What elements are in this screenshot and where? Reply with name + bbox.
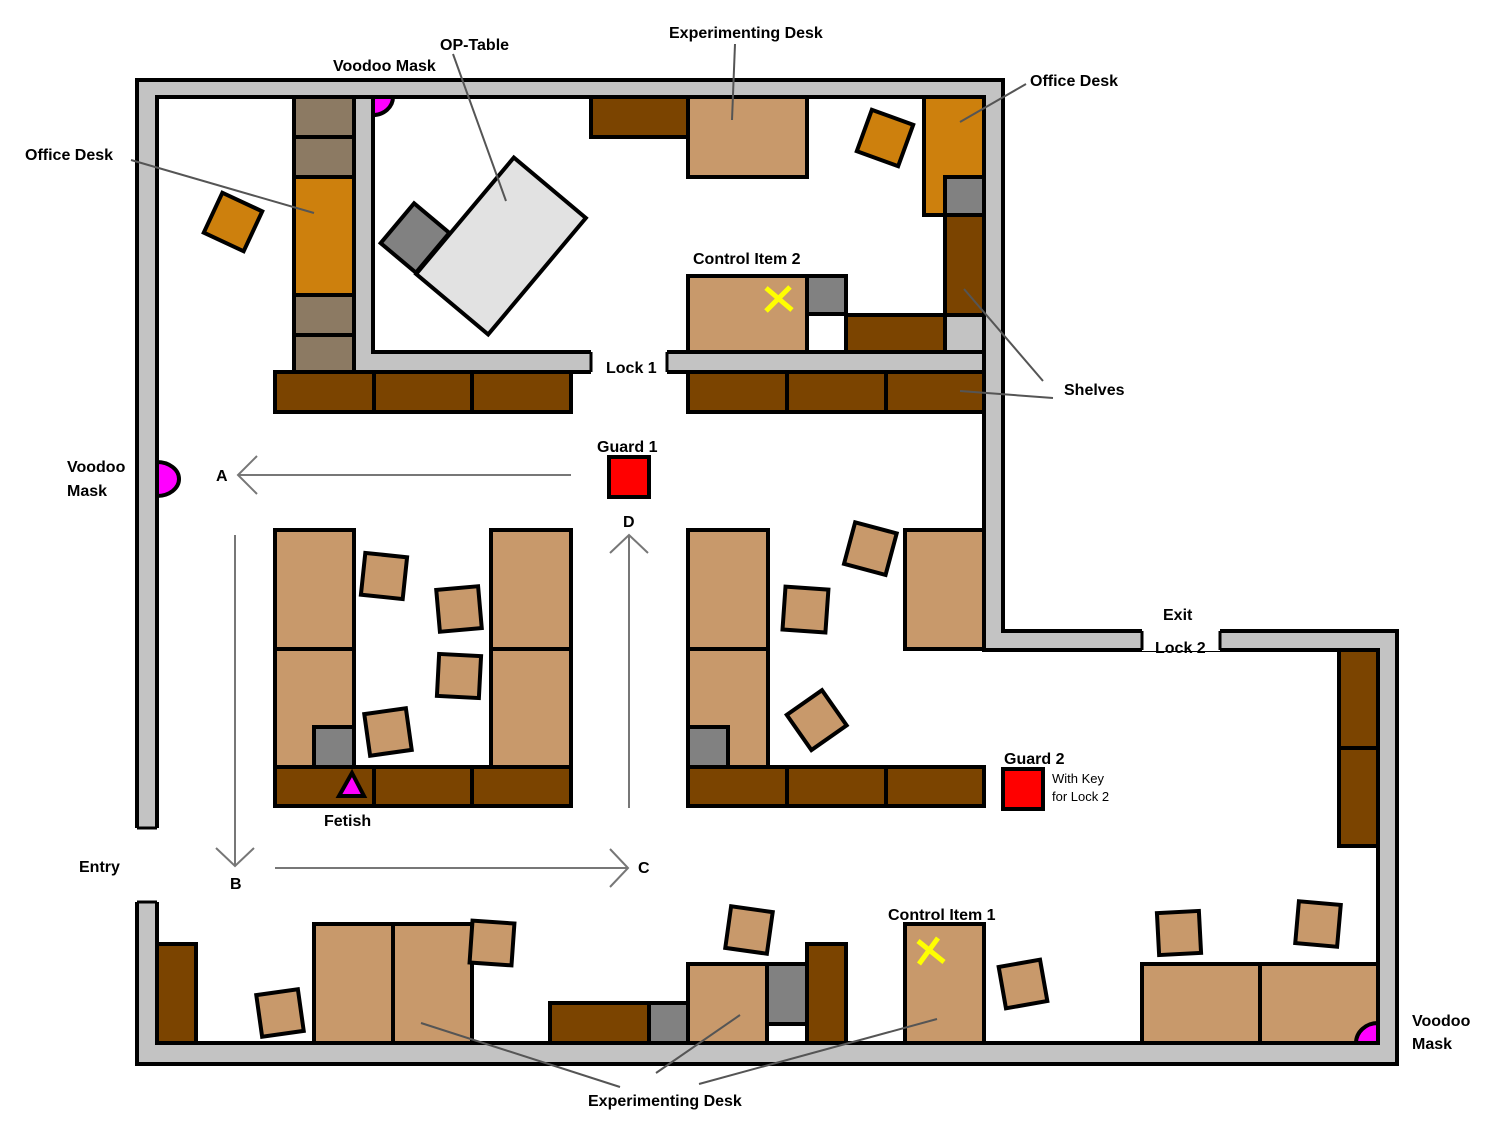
label-route-b: B <box>230 876 242 893</box>
label-route-d: D <box>623 514 635 531</box>
office-desk-left <box>292 175 356 297</box>
label-shelves: Shelves <box>1064 382 1125 399</box>
lock-1-door <box>591 350 667 375</box>
control-item-1-marker <box>916 936 946 966</box>
right-wing-furniture <box>1140 648 1380 1045</box>
entry-opening <box>134 828 159 902</box>
middle-furniture <box>273 519 986 808</box>
voodoo-mask-icon-left <box>155 459 181 499</box>
label-voodoo-mask-top: Voodoo Mask <box>333 58 436 75</box>
bottom-furniture <box>155 904 1050 1045</box>
label-control-item-2: Control Item 2 <box>693 251 801 268</box>
voodoo-mask-icon-top <box>371 95 396 118</box>
label-voodoo-mask-left-1: Voodoo <box>67 459 126 476</box>
guard-2-icon <box>1001 767 1045 811</box>
voodoo-mask-icon-right <box>1353 1020 1380 1045</box>
label-experimenting-desk-bottom: Experimenting Desk <box>588 1093 742 1110</box>
label-guard-2-note-2: for Lock 2 <box>1052 789 1109 804</box>
label-lock-1: Lock 1 <box>606 360 657 377</box>
label-voodoo-mask-right-2: Mask <box>1412 1036 1452 1053</box>
op-table <box>413 154 589 338</box>
label-experimenting-desk-top: Experimenting Desk <box>669 25 823 42</box>
label-guard-2: Guard 2 <box>1004 751 1065 768</box>
fetish-icon <box>335 768 368 798</box>
label-route-a: A <box>216 468 228 485</box>
office-chair-left <box>201 190 265 254</box>
shelves-row <box>273 370 986 414</box>
label-op-table: OP-Table <box>440 37 509 54</box>
voodoo-masks <box>155 95 1380 1045</box>
leader-lines <box>130 43 1054 1088</box>
guard-1-icon <box>607 455 651 499</box>
label-guard-2-note-1: With Key <box>1052 771 1105 786</box>
label-voodoo-mask-left-2: Mask <box>67 483 107 500</box>
label-control-item-1: Control Item 1 <box>888 907 996 924</box>
control-item-2-marker <box>764 285 794 313</box>
label-office-desk-left: Office Desk <box>25 147 113 164</box>
lock-2-door <box>1142 629 1220 651</box>
experimenting-desk-top <box>686 95 809 179</box>
label-fetish: Fetish <box>324 813 371 830</box>
label-route-c: C <box>638 860 650 877</box>
left-shelving-column <box>201 95 356 374</box>
label-entry: Entry <box>79 859 120 876</box>
label-lock-2: Lock 2 <box>1155 640 1206 657</box>
map-labels: Voodoo Mask OP-Table Experimenting Desk … <box>25 25 1471 1110</box>
label-guard-1: Guard 1 <box>597 439 658 456</box>
label-office-desk-right: Office Desk <box>1030 73 1118 90</box>
label-voodoo-mask-right-1: Voodoo <box>1412 1013 1471 1030</box>
patrol-route-arrows <box>215 455 649 888</box>
lab-room-furniture <box>377 95 986 354</box>
label-exit: Exit <box>1163 607 1193 624</box>
